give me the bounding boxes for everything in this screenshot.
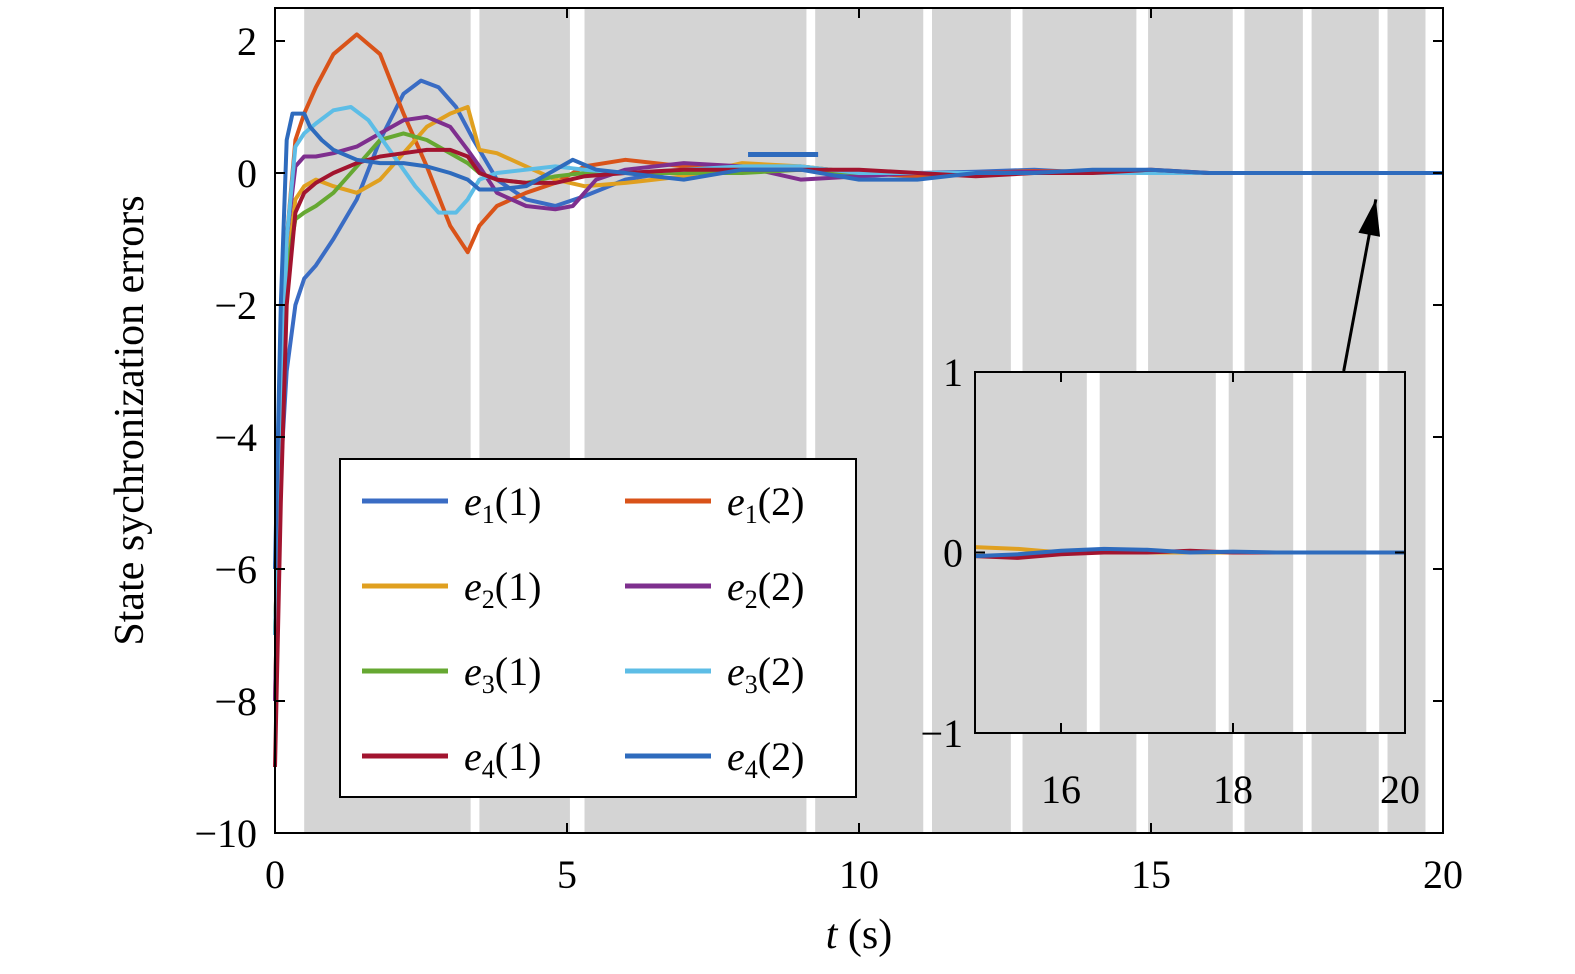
inset-y-tick-label: 1 bbox=[943, 350, 963, 395]
axis-ticks bbox=[274, 8, 1444, 834]
y-tick-label: 2 bbox=[237, 19, 257, 64]
legend-box bbox=[339, 458, 857, 798]
legend-label: e1(1) bbox=[464, 479, 541, 529]
legend-label: e3(1) bbox=[464, 649, 541, 699]
tick-labels: 0 5 10 15 20−10−8−6−4−202 bbox=[194, 19, 1463, 897]
x-tick-label: 0 bbox=[265, 852, 285, 897]
legend-label: e1(2) bbox=[727, 479, 804, 529]
legend-label: e4(2) bbox=[727, 734, 804, 784]
x-tick-label: 15 bbox=[1131, 852, 1171, 897]
legend-label: e4(1) bbox=[464, 734, 541, 784]
y-tick-label: −10 bbox=[194, 811, 257, 856]
legend-label: e2(2) bbox=[727, 564, 804, 614]
y-tick-label: −4 bbox=[214, 415, 257, 460]
x-tick-label: 5 bbox=[557, 852, 577, 897]
legend-label: e2(1) bbox=[464, 564, 541, 614]
inset-x-tick-label: 18 bbox=[1213, 767, 1253, 812]
x-axis-label: t (s) bbox=[826, 912, 893, 958]
y-tick-label: −6 bbox=[214, 547, 257, 592]
inset-plot: 16 18 20 −1 0 1 bbox=[920, 350, 1420, 812]
y-tick-label: −2 bbox=[214, 283, 257, 328]
inset-y-tick-label: 0 bbox=[943, 531, 963, 576]
y-tick-label: 0 bbox=[237, 151, 257, 196]
legend-label: e3(2) bbox=[727, 649, 804, 699]
inset-line-3 bbox=[974, 546, 1405, 559]
series-lines bbox=[273, 32, 1443, 768]
series-line-8 bbox=[273, 111, 1443, 570]
x-tick-label: 20 bbox=[1423, 852, 1463, 897]
arrow-head bbox=[1358, 199, 1381, 237]
zoom-arrow bbox=[1342, 199, 1381, 372]
inset-x-tick-label: 16 bbox=[1041, 767, 1081, 812]
y-axis-label: State sychronization errors bbox=[107, 195, 153, 645]
x-tick-label: 10 bbox=[839, 852, 879, 897]
inset-y-tick-label: −1 bbox=[920, 711, 963, 756]
legend: e1(1) e1(2) e2(1) e2(2) e3(1) e3(2) e4(1) e4(2) bbox=[339, 458, 857, 798]
y-tick-label: −8 bbox=[214, 679, 257, 724]
inset-x-tick-label: 20 bbox=[1380, 767, 1420, 812]
